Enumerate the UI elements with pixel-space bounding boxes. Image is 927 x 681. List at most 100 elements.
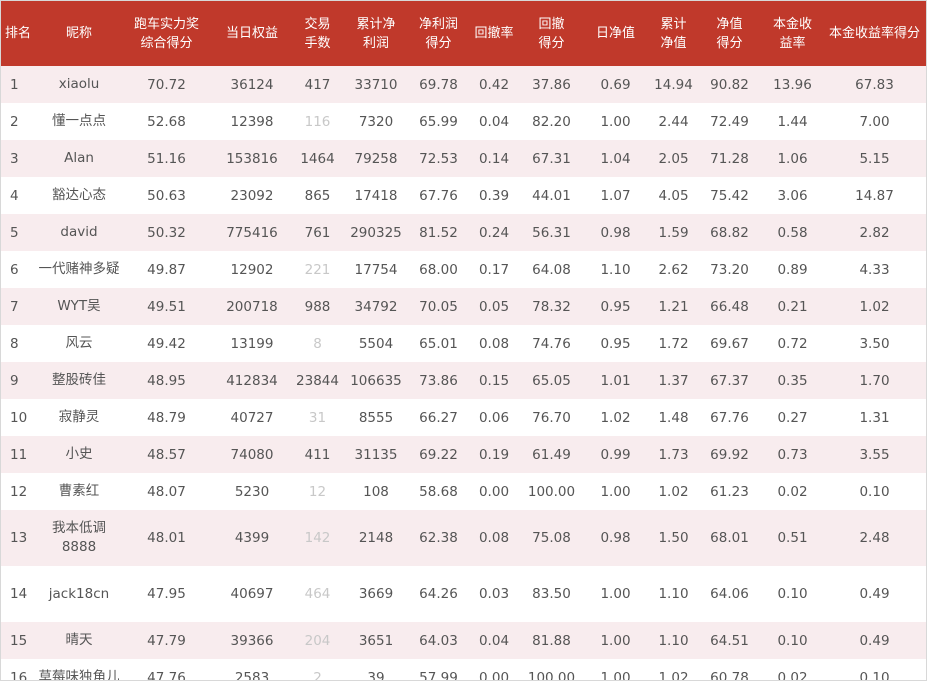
cell-return-score: 0.49 [859,586,890,602]
cell-drawdown-score: 37.86 [532,76,571,93]
cell-overall-score: 49.51 [147,298,186,315]
cell-return-score: 14.87 [855,187,894,204]
cell-drawdown-score: 61.49 [532,446,571,463]
cell-overall-score: 52.68 [147,113,186,130]
header-trades[interactable]: 交易手数 [304,16,331,51]
table-row[interactable]: 12 曹素红 48.07 5230 12 108 58.68 0.00 100.00 1.00 1.… [1,473,926,510]
cell-profit-score: 65.99 [419,113,458,130]
cell-nav-score: 68.01 [710,530,749,546]
cell-drawdown-rate: 0.03 [478,586,510,602]
table-row[interactable]: 10 寂静灵 48.79 40727 31 8555 66.27 0.06 76.70 1.02 1… [1,399,926,436]
header-return-score[interactable]: 本金收益率得分 [829,26,921,41]
cell-drawdown-score: 56.31 [532,224,571,241]
header-equity[interactable]: 当日权益 [225,26,278,41]
cell-trades: 8 [313,335,322,352]
cell-nav-score: 90.82 [710,76,749,93]
cell-profit-score: 72.53 [419,150,458,167]
table-row[interactable]: 9 整股砖佳 48.95 412834 23844 106635 73.86 0.15 65.0… [1,362,926,399]
table-row[interactable]: 4 豁达心态 50.63 23092 865 17418 67.76 0.39 44.01 1.0… [1,177,926,214]
cell-rank: 3 [10,150,19,167]
cell-cumulative-nav: 1.59 [658,224,689,241]
cell-equity: 12902 [230,261,274,278]
cell-cumulative-profit: 17754 [354,261,398,278]
cell-cumulative-nav: 2.44 [658,113,689,130]
cell-return-rate: 0.58 [777,224,808,241]
cell-rank: 1 [10,76,19,93]
table-row[interactable]: 13 我本低调8888 48.01 4399 142 2148 62.38 0.08 75.08… [1,510,926,566]
cell-drawdown-rate: 0.05 [478,298,510,315]
cell-return-rate: 0.21 [777,298,808,315]
header-return-rate[interactable]: 本金收益率 [772,16,812,51]
cell-return-score: 4.33 [859,261,890,278]
cell-daily-nav: 1.10 [600,261,631,278]
cell-equity: 36124 [230,76,274,93]
cell-profit-score: 70.05 [419,298,458,315]
header-cumulative-profit[interactable]: 累计净利润 [356,16,396,51]
header-daily-nav[interactable]: 日净值 [595,26,635,41]
header-drawdown-score[interactable]: 回撤得分 [538,16,565,51]
cell-profit-score: 58.68 [419,483,458,500]
cell-nickname: 整股砖佳 [52,372,106,388]
cell-equity: 74080 [230,446,274,463]
cell-equity: 153816 [226,150,278,167]
cell-equity: 5230 [234,483,270,500]
cell-daily-nav: 1.00 [600,586,631,602]
table-row[interactable]: 5 david 50.32 775416 761 290325 81.52 0.24 56.31… [1,214,926,251]
cell-nav-score: 69.92 [710,446,749,463]
cell-nickname: 懂一点点 [52,113,106,129]
cell-trades: 221 [304,261,331,278]
cell-rank: 7 [10,298,19,315]
header-nickname[interactable]: 昵称 [65,26,92,41]
cell-overall-score: 47.79 [147,632,186,649]
table-row[interactable]: 14 jack18cn 47.95 40697 464 3669 64.26 0.03 83.5… [1,566,926,622]
cell-equity: 40697 [230,586,274,602]
cell-nav-score: 68.82 [710,224,749,241]
cell-equity: 412834 [226,372,278,389]
table-row[interactable]: 2 懂一点点 52.68 12398 116 7320 65.99 0.04 82.20 1.00… [1,103,926,140]
cell-equity: 23092 [230,187,274,204]
cell-nickname: xiaolu [58,76,100,92]
table-row[interactable]: 15 晴天 47.79 39366 204 3651 64.03 0.04 81.88 1.00 1… [1,622,926,659]
table-row[interactable]: 1 xiaolu 70.72 36124 417 33710 69.78 0.42 37.86 0… [1,66,926,103]
header-drawdown-rate[interactable]: 回撤率 [474,26,514,41]
cell-nickname: Alan [64,150,94,166]
cell-profit-score: 69.22 [419,446,458,463]
table-header-row: 排名 昵称 跑车实力奖综合得分 当日权益 交易手数 累计净利润 净利润得分 回撤… [1,1,926,66]
cell-return-score: 1.31 [859,409,890,426]
cell-return-score: 0.10 [859,483,890,500]
cell-return-rate: 0.51 [777,530,808,546]
table-row[interactable]: 3 Alan 51.16 153816 1464 79258 72.53 0.14 67.31 1… [1,140,926,177]
cell-drawdown-score: 76.70 [532,409,571,426]
cell-drawdown-rate: 0.00 [478,483,510,500]
cell-nickname: david [60,224,98,240]
cell-drawdown-score: 82.20 [532,113,571,130]
cell-nav-score: 61.23 [710,483,749,500]
cell-nickname: 我本低调8888 [52,520,106,555]
cell-daily-nav: 1.04 [600,150,631,167]
cell-profit-score: 57.99 [419,669,458,681]
table-row[interactable]: 11 小史 48.57 74080 411 31135 69.22 0.19 61.49 0.99… [1,436,926,473]
cell-drawdown-rate: 0.17 [478,261,510,278]
table-row[interactable]: 7 WYT吴 49.51 200718 988 34792 70.05 0.05 78.32 0.… [1,288,926,325]
table-row[interactable]: 16 草莓味独角儿 47.76 2583 2 39 57.99 0.00 100.00 1.00 1… [1,659,926,681]
cell-overall-score: 70.72 [147,76,186,93]
cell-daily-nav: 1.00 [600,669,631,681]
cell-equity: 39366 [230,632,274,649]
table-row[interactable]: 8 风云 49.42 13199 8 5504 65.01 0.08 74.76 0.95 1.72… [1,325,926,362]
cell-nickname: 寂静灵 [58,409,100,425]
table-row[interactable]: 6 一代赌神多疑 49.87 12902 221 17754 68.00 0.17 64.08 1… [1,251,926,288]
header-rank[interactable]: 排名 [4,26,31,41]
header-overall-score[interactable]: 跑车实力奖综合得分 [133,16,199,51]
header-nav-score[interactable]: 净值得分 [716,16,743,51]
cell-overall-score: 48.79 [147,409,186,426]
cell-daily-nav: 0.95 [600,298,631,315]
cell-daily-nav: 0.99 [600,446,631,463]
cell-rank: 8 [10,335,19,352]
cell-drawdown-rate: 0.24 [478,224,510,241]
cell-rank: 9 [10,372,19,389]
header-cumulative-nav[interactable]: 累计净值 [660,16,687,51]
header-profit-score[interactable]: 净利润得分 [418,16,458,51]
cell-drawdown-score: 100.00 [527,483,576,500]
cell-daily-nav: 1.07 [600,187,631,204]
